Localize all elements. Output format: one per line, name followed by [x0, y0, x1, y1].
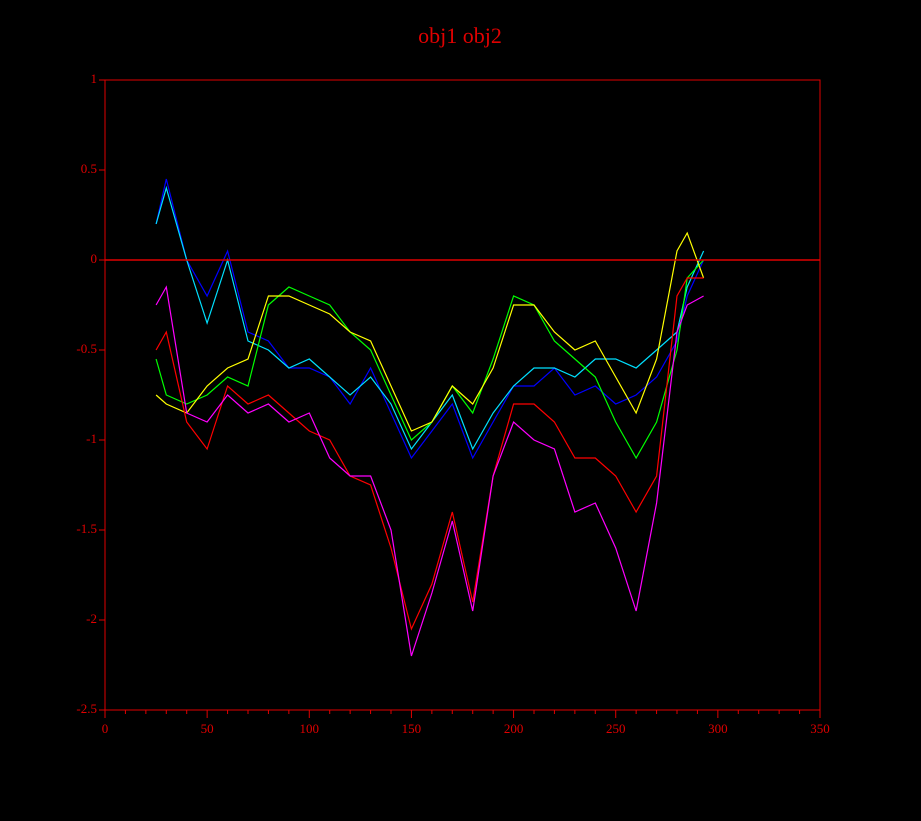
y-tick-label: -1.5: [76, 521, 97, 536]
y-tick-label: 0: [91, 251, 98, 266]
data-line: [155, 259, 705, 460]
x-tick-label: 100: [300, 721, 320, 736]
data-line: [155, 231, 705, 432]
data-line: [155, 185, 705, 451]
data-line: [155, 178, 705, 460]
x-tick-label: 350: [810, 721, 830, 736]
y-tick-label: -0.5: [76, 341, 97, 356]
x-tick-label: 0: [102, 721, 109, 736]
x-tick-label: 200: [504, 721, 524, 736]
x-tick-label: 50: [201, 721, 214, 736]
x-tick-label: 250: [606, 721, 626, 736]
y-tick-label: -1: [86, 431, 97, 446]
x-tick-label: 150: [402, 721, 422, 736]
y-tick-label: 0.5: [81, 161, 97, 176]
chart-title: obj1 obj2: [418, 23, 502, 48]
data-line: [155, 285, 704, 657]
y-tick-label: -2.5: [76, 701, 97, 716]
data-line: [155, 277, 704, 631]
y-tick-label: -2: [86, 611, 97, 626]
plot-frame: [104, 79, 821, 711]
y-tick-label: 1: [91, 71, 98, 86]
x-tick-label: 300: [708, 721, 728, 736]
